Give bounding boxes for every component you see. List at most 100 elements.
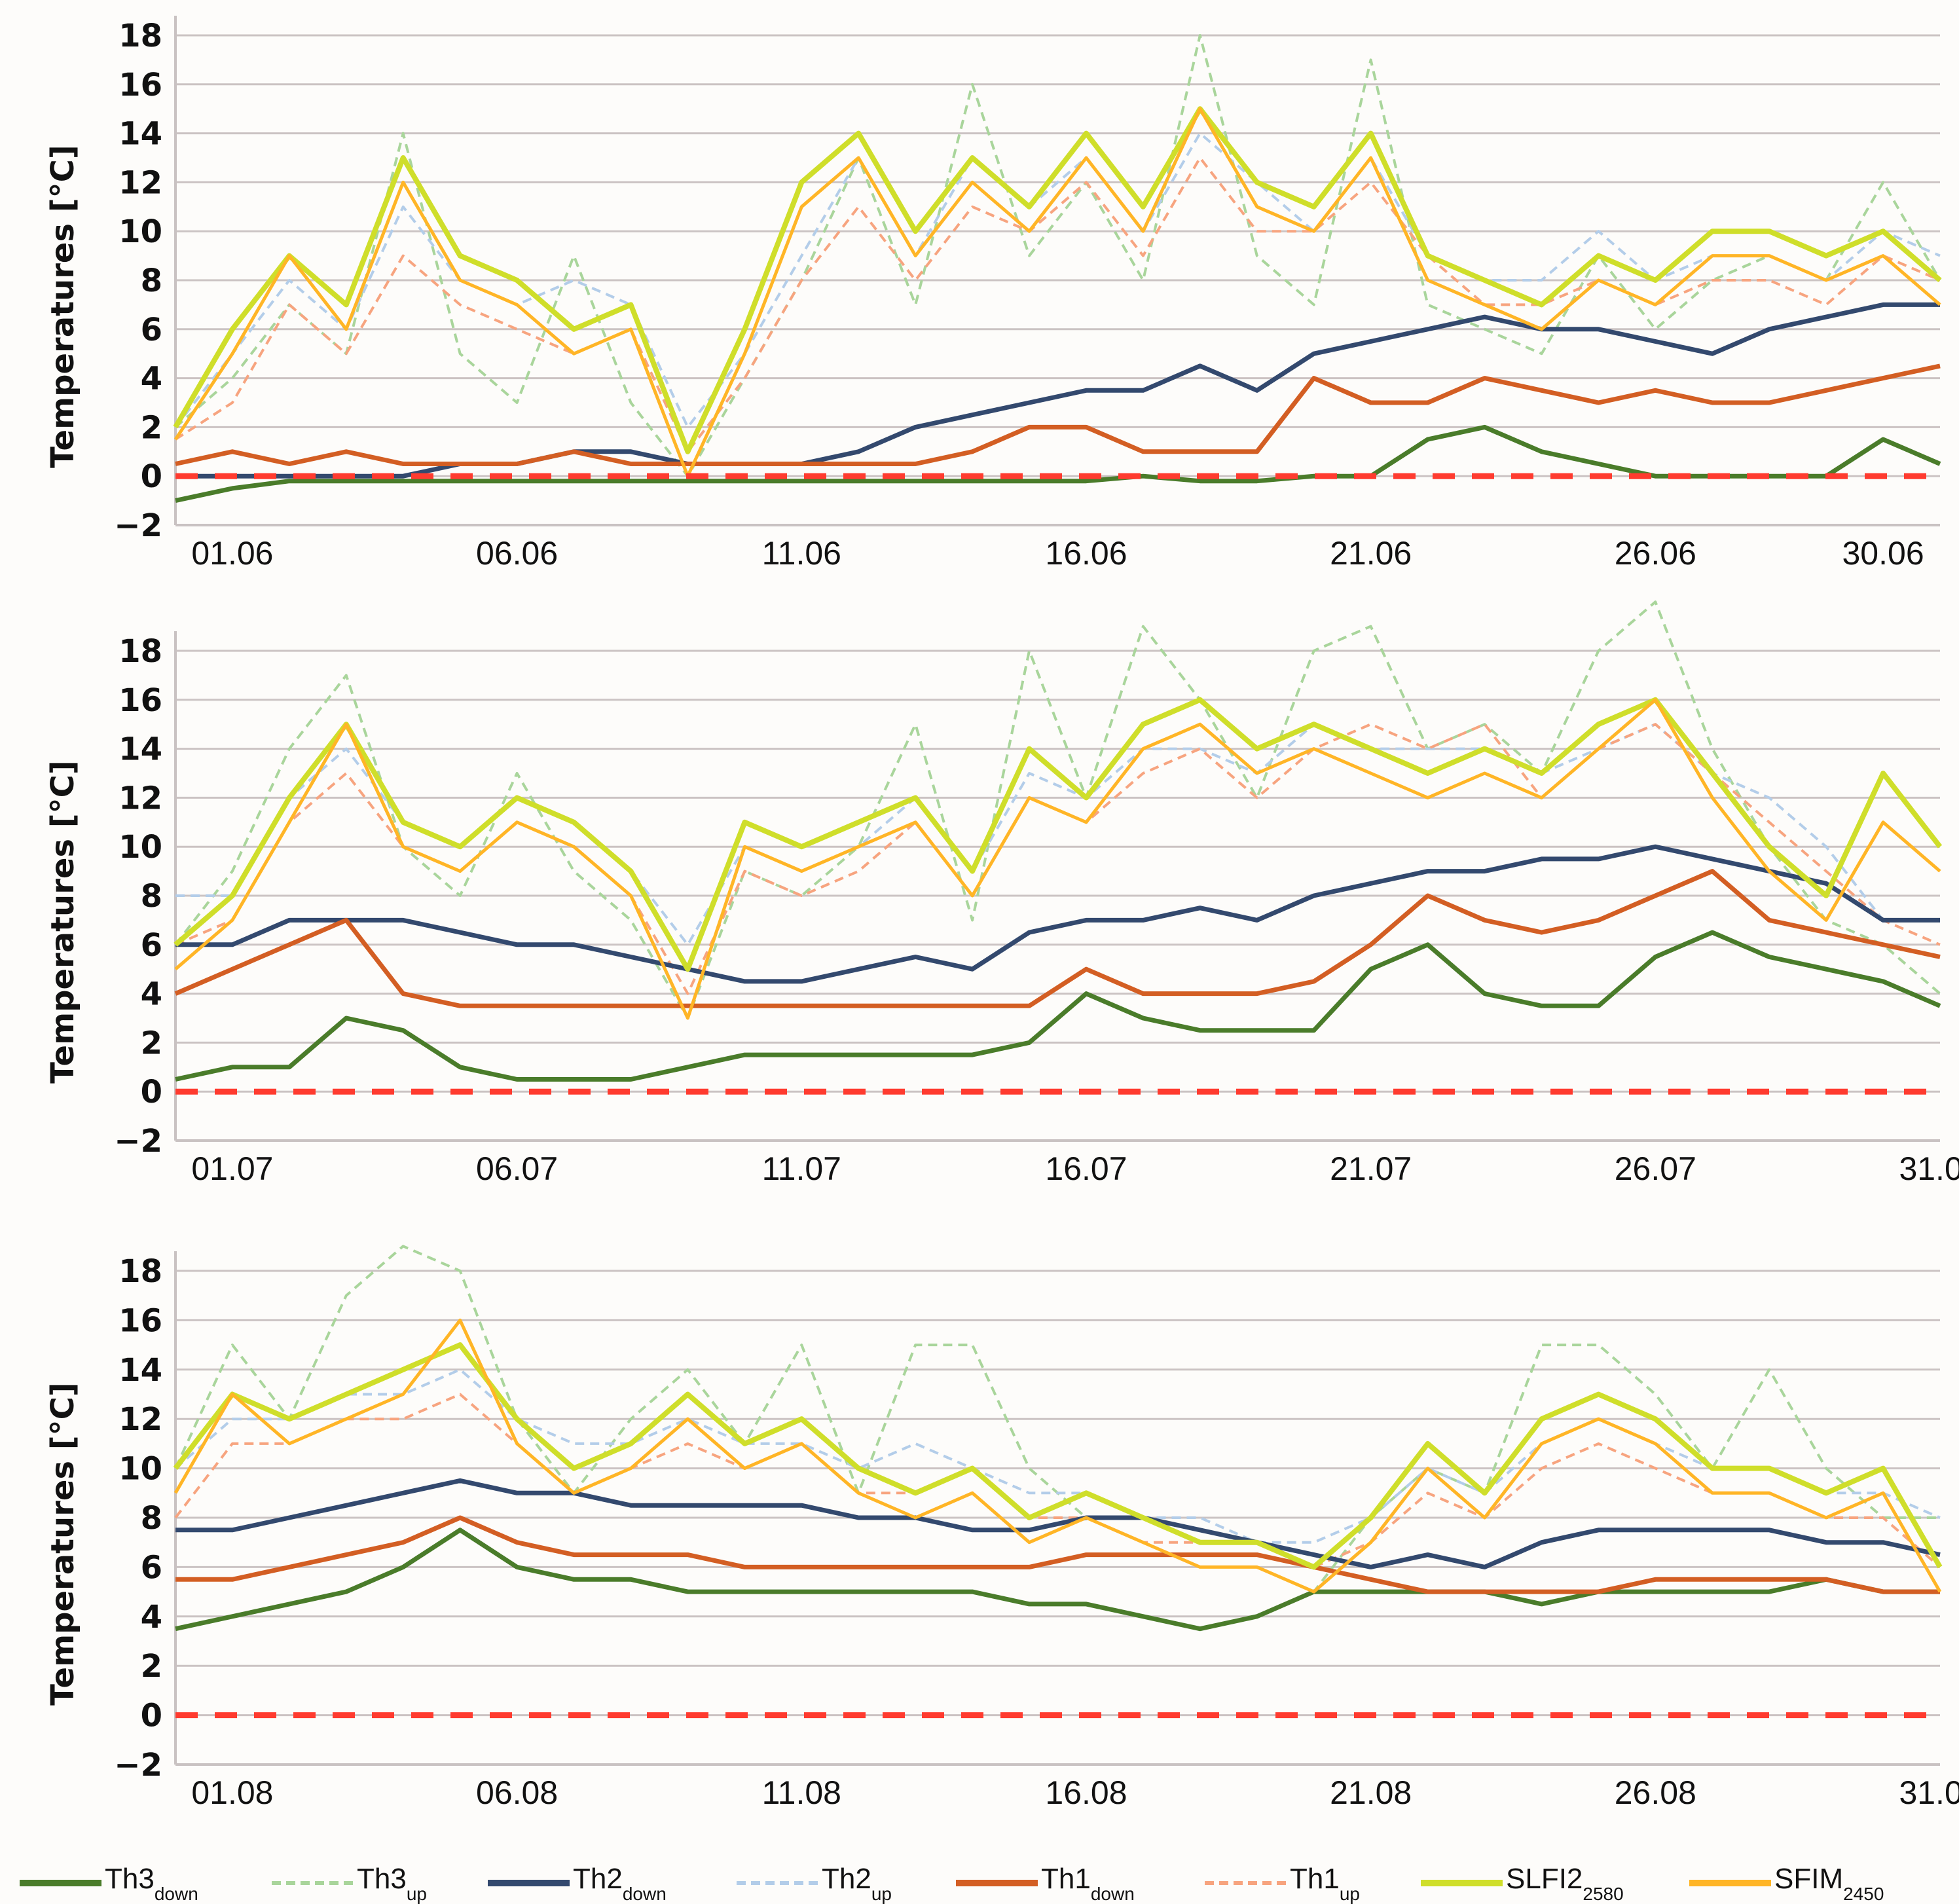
x-tick-label: 01.06 [191,535,273,572]
y-tick-label: 4 [141,361,162,397]
series-line-sfim [174,107,1941,478]
x-tick-label: 31.07 [1899,1150,1959,1187]
legend-label: Th3down [105,1863,198,1904]
x-tick-label: 11.08 [762,1774,841,1811]
legend-item-sfim: SFIM2450 [1689,1863,1884,1904]
legend-label-subscript: up [871,1884,892,1904]
x-tick-label: 06.07 [476,1150,558,1187]
y-axis-title: Temperatures [°C] [45,1382,81,1706]
legend-item-slfi2: SLFI22580 [1421,1863,1624,1904]
legend-item-th3down: Th3down [20,1863,198,1904]
legend-label-main: Th3 [105,1863,155,1895]
y-tick-label: 2 [141,1648,162,1685]
series-line-sfim [174,1318,1942,1594]
y-tick-label: 8 [141,263,162,299]
legend-label-subscript: down [623,1884,667,1904]
series-line-th1up [174,1393,1941,1569]
y-axis-title: Temperatures [°C] [45,760,81,1084]
legend-item-th3up: Th3up [272,1863,427,1904]
y-tick-label: 4 [141,976,162,1013]
legend-label-main: SFIM [1774,1863,1843,1895]
y-tick-label: 8 [141,1500,162,1537]
legend-label-subscript: down [155,1884,198,1904]
y-tick-label: 8 [141,878,162,915]
series-line-th1down [175,363,1941,466]
legend-label: SFIM2450 [1774,1863,1884,1904]
x-tick-label: 21.06 [1330,535,1412,572]
legend-item-th2down: Th2down [488,1863,667,1904]
series-line-th3down [175,930,1941,1082]
x-tick-label: 21.08 [1330,1774,1412,1811]
y-tick-label: −2 [114,1747,162,1784]
series-line-slfi2 [174,697,1943,972]
y-tick-label: 10 [119,829,162,866]
series-line-th2up [175,723,1940,946]
x-tick-label: 30.06 [1842,535,1924,572]
legend-label: SLFI22580 [1506,1863,1624,1904]
x-tick-label: 26.08 [1615,1774,1696,1811]
y-tick-label: 12 [119,780,162,816]
y-axis-title: Temperatures [°C] [45,145,81,468]
x-tick-label: 16.06 [1045,535,1127,572]
series-line-sfim [174,698,1941,1020]
y-tick-label: 0 [141,1074,162,1110]
x-tick-label: 31.08 [1899,1774,1959,1811]
legend-label-main: Th3 [357,1863,407,1895]
series-line-slfi2 [173,1342,1943,1570]
legend: Th3down Th3up Th2down Th2up Th1down Th1up SLFI… [20,1863,1884,1904]
legend-label: Th2down [573,1863,667,1904]
y-tick-label: 6 [141,1549,162,1586]
legend-item-th1up: Th1up [1205,1863,1360,1904]
y-tick-label: 10 [119,213,162,250]
legend-label-main: Th1 [1041,1863,1091,1895]
y-tick-label: 10 [119,1451,162,1488]
series-line-th3down [175,1528,1940,1632]
series-line-th1down [174,869,1941,1008]
y-tick-label: 14 [119,1352,162,1389]
legend-label-main: Th2 [822,1863,871,1895]
series-line-slfi2 [173,106,1942,454]
legend-label-subscript: 2580 [1583,1884,1623,1904]
series-line-th2down [175,1478,1941,1569]
legend-label: Th1down [1041,1863,1135,1904]
x-tick-label: 16.08 [1045,1774,1127,1811]
y-tick-label: −2 [114,1123,162,1160]
chart-panel-july: −2 0 2 4 6 8 10 12 14 16 18 Temperatures [°C] 01.07 0… [45,600,1959,1187]
y-tick-label: 12 [119,1401,162,1438]
legend-label: Th2up [822,1863,892,1904]
series-line-th2down [175,302,1940,479]
legend-label-main: Th1 [1290,1863,1340,1895]
legend-label-subscript: up [1340,1884,1360,1904]
x-tick-label: 01.07 [191,1150,273,1187]
y-tick-label: 6 [141,927,162,964]
legend-item-th2up: Th2up [737,1863,892,1904]
series-line-th2down [175,844,1940,984]
x-tick-label: 16.07 [1045,1150,1127,1187]
y-tick-label: 0 [141,458,162,495]
y-tick-label: 18 [119,1253,162,1290]
y-tick-label: 16 [119,682,162,719]
series-line-th3up [174,34,1941,478]
legend-label-main: Th2 [573,1863,623,1895]
y-tick-label: 2 [141,1025,162,1061]
series-line-th1up [174,156,1941,453]
chart-panel-august: −2 0 2 4 6 8 10 12 14 16 18 Temperatures [°C] 01.08 0… [45,1245,1959,1811]
x-tick-label: 06.06 [476,535,558,572]
y-tick-label: 16 [119,1302,162,1339]
y-tick-label: 12 [119,164,162,201]
x-tick-label: 06.08 [476,1774,558,1811]
x-tick-label: 11.06 [762,535,841,572]
y-tick-label: 16 [119,67,162,103]
x-tick-label: 01.08 [191,1774,273,1811]
chart-panel-june: −2 0 2 4 6 8 10 12 14 16 18 Temperatures [°C] 01.06 0… [45,16,1942,572]
x-tick-label: 26.07 [1615,1150,1696,1187]
y-tick-label: 6 [141,312,162,348]
x-tick-label: 21.07 [1330,1150,1412,1187]
legend-item-th1down: Th1down [956,1863,1135,1904]
legend-label-subscript: down [1091,1884,1135,1904]
legend-label-main: SLFI2 [1506,1863,1583,1895]
legend-label: Th1up [1290,1863,1360,1904]
y-tick-label: 2 [141,409,162,446]
y-tick-label: 0 [141,1698,162,1734]
y-tick-label: 14 [119,731,162,768]
